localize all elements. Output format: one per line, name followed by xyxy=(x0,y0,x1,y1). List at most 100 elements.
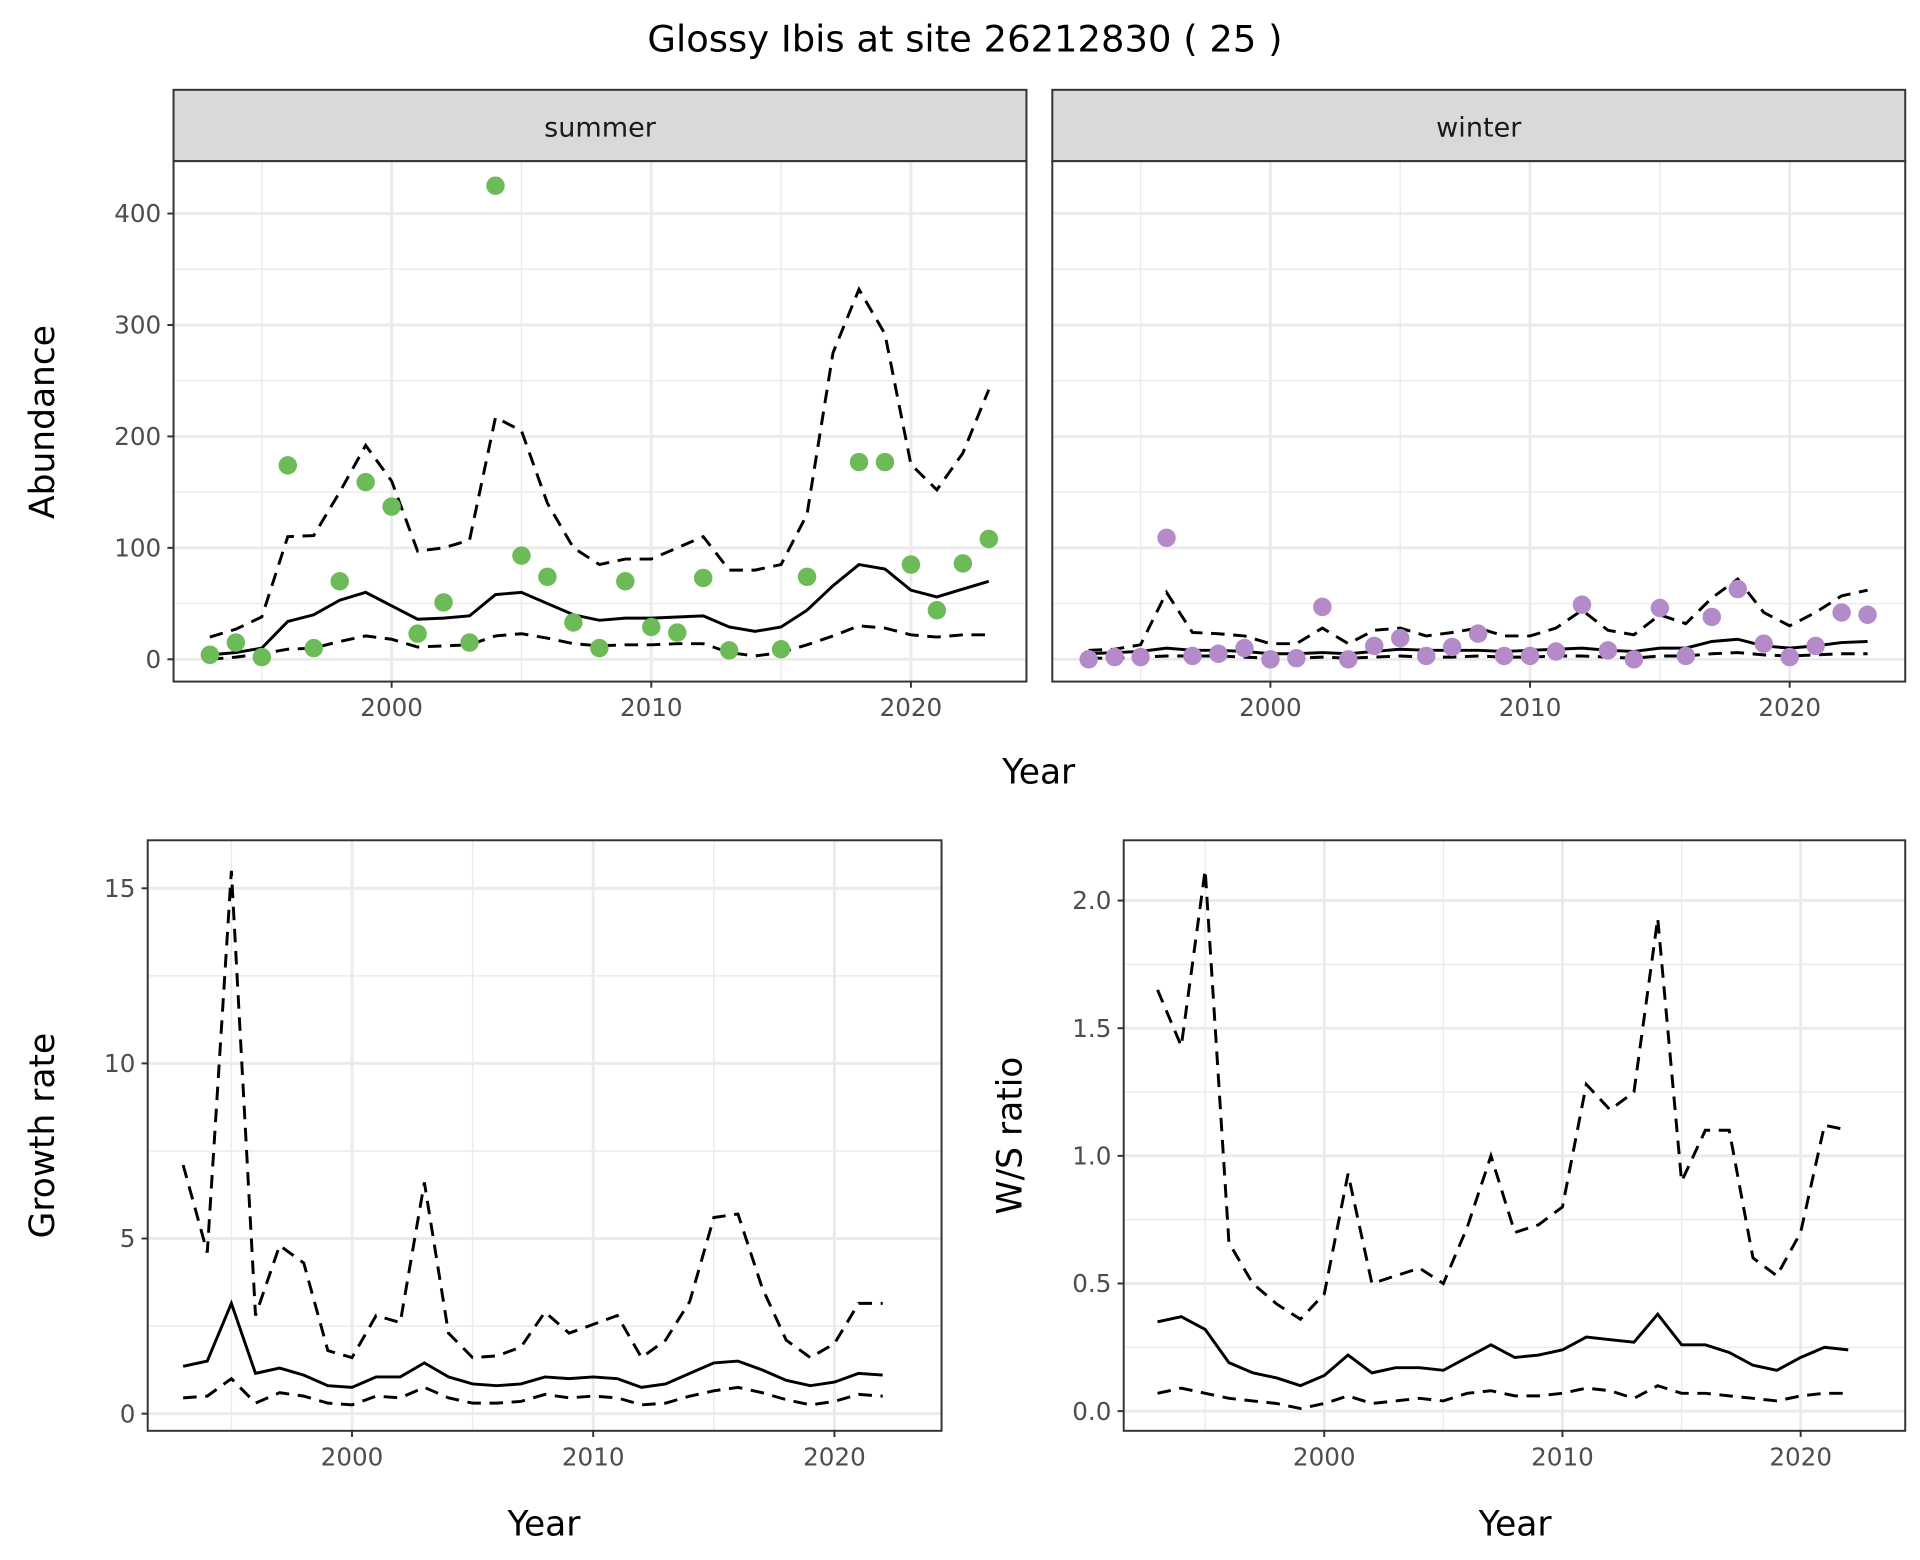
x-tick-label: 2020 xyxy=(803,1442,866,1471)
x-tick-label: 2020 xyxy=(1758,693,1821,722)
y-tick-label: 1.5 xyxy=(1072,1014,1111,1043)
data-point xyxy=(564,613,583,632)
data-point xyxy=(408,624,427,643)
data-point xyxy=(693,568,713,588)
x-axis-title: Year xyxy=(507,1504,582,1544)
data-point xyxy=(1806,636,1825,656)
data-point xyxy=(538,567,557,587)
y-tick-label: 2.0 xyxy=(1072,886,1111,915)
data-point xyxy=(1468,624,1488,643)
data-point xyxy=(1105,647,1124,667)
data-point xyxy=(200,645,220,665)
facet-summer: summer 2000 2010 2020 0 100 200 300 400 xyxy=(114,88,1028,722)
data-point xyxy=(1235,638,1254,658)
x-axis-title: Year xyxy=(1478,1504,1553,1544)
y-tick-label: 0.0 xyxy=(1072,1397,1111,1426)
data-point xyxy=(771,640,791,659)
y-tick-label: 15 xyxy=(104,874,135,903)
x-tick-label: 2020 xyxy=(880,693,943,722)
data-point xyxy=(486,176,505,195)
data-point xyxy=(252,647,272,667)
facet-strip-label: winter xyxy=(1436,113,1522,144)
data-point xyxy=(797,567,817,587)
mean-line xyxy=(209,563,990,657)
data-point xyxy=(1287,648,1306,668)
chart-title: Glossy Ibis at site 26212830 ( 25 ) xyxy=(647,18,1282,61)
data-point xyxy=(304,638,323,658)
data-point xyxy=(1416,646,1436,666)
panel-background xyxy=(1123,840,1906,1431)
data-point xyxy=(1546,642,1566,661)
facet-strip xyxy=(1051,88,1907,163)
data-point xyxy=(875,452,895,472)
y-tick-label: 5 xyxy=(120,1224,136,1253)
x-tick-label: 2000 xyxy=(321,1442,384,1471)
data-point xyxy=(1390,628,1410,648)
y-tick-label: 200 xyxy=(114,422,161,451)
data-point xyxy=(382,497,401,516)
x-tick-label: 2000 xyxy=(1239,693,1302,722)
data-point xyxy=(1676,646,1696,666)
data-point xyxy=(927,601,947,620)
panel-background xyxy=(147,840,942,1431)
panel-border xyxy=(1122,839,1907,1432)
data-point xyxy=(356,472,375,492)
y-axis-title: Abundance xyxy=(23,325,63,519)
y-tick-label: 400 xyxy=(114,199,161,228)
data-point xyxy=(1442,637,1462,657)
y-tick-label: 10 xyxy=(104,1049,135,1078)
mean-line xyxy=(182,1299,883,1389)
data-point xyxy=(1131,647,1150,667)
data-point xyxy=(1858,605,1877,624)
data-point xyxy=(1520,646,1540,666)
data-point xyxy=(278,456,298,475)
lower-bound-line xyxy=(183,1376,883,1407)
data-point xyxy=(1183,646,1202,666)
data-point xyxy=(668,623,687,642)
data-point xyxy=(1780,647,1799,667)
data-point xyxy=(1339,650,1358,669)
facet-winter: winter 2000 2010 2020 xyxy=(1051,88,1907,722)
data-point xyxy=(512,546,531,565)
y-tick-label: 0.5 xyxy=(1072,1269,1111,1298)
upper-bound-line xyxy=(1156,869,1849,1322)
y-tick-label: 300 xyxy=(114,311,161,340)
upper-bound-line xyxy=(1088,577,1868,652)
lower-bound-line xyxy=(1157,1384,1849,1411)
panel-background xyxy=(1052,161,1906,682)
y-tick-label: 0 xyxy=(120,1399,136,1428)
facet-strip-label: summer xyxy=(544,113,657,144)
data-point xyxy=(1365,636,1384,656)
upper-bound-line xyxy=(181,870,883,1360)
data-point xyxy=(1079,650,1098,669)
data-point xyxy=(1754,634,1773,653)
y-axis-title: Growth rate xyxy=(23,1033,63,1239)
data-point xyxy=(1832,603,1851,622)
data-point xyxy=(460,633,479,652)
x-tick-label: 2000 xyxy=(360,693,423,722)
data-point xyxy=(953,554,973,573)
data-point xyxy=(849,452,869,472)
data-point xyxy=(901,555,921,574)
data-point xyxy=(979,529,999,549)
y-axis-title: W/S ratio xyxy=(991,1057,1031,1215)
mean-line xyxy=(1157,1311,1849,1388)
data-point xyxy=(1572,595,1592,614)
data-point xyxy=(434,593,453,612)
y-tick-label: 1.0 xyxy=(1072,1141,1111,1170)
panel-border xyxy=(172,160,1028,683)
data-point xyxy=(1313,597,1332,617)
data-point xyxy=(1650,598,1670,618)
data-point xyxy=(1494,646,1514,666)
data-point xyxy=(719,641,739,660)
upper-bound-line xyxy=(209,286,991,639)
x-axis-title: Year xyxy=(1001,753,1076,793)
panel-border xyxy=(146,839,943,1432)
data-point xyxy=(1728,579,1747,599)
y-tick-label: 100 xyxy=(114,533,161,562)
data-point xyxy=(1624,650,1644,669)
abundance-chart: summer 2000 2010 2020 0 100 200 300 400 winter 200… xyxy=(23,88,1907,793)
data-point xyxy=(642,617,661,637)
x-tick-label: 2010 xyxy=(1499,693,1562,722)
